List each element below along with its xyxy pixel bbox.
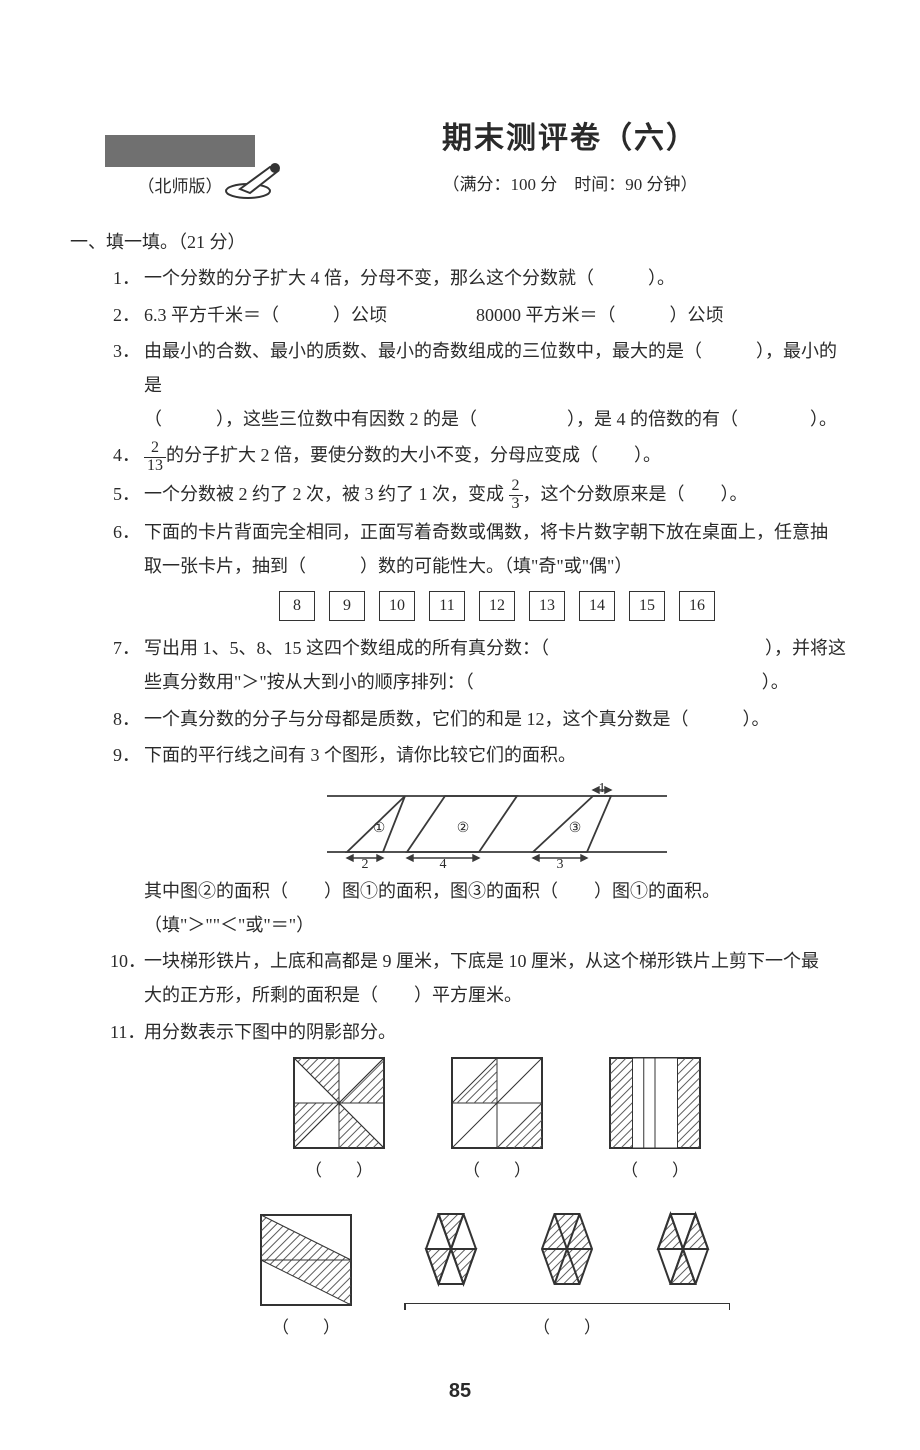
q6-cards: 8 9 10 11 12 13 14 15 16 bbox=[144, 591, 850, 621]
section-1: 一、填一填。（21 分） 1．一个分数的分子扩大 4 倍，分母不变，那么这个分数… bbox=[70, 225, 850, 1344]
q11-row1: （ ） bbox=[144, 1053, 850, 1187]
grade-stamp bbox=[105, 135, 255, 167]
hex-3 bbox=[628, 1199, 738, 1299]
card: 16 bbox=[679, 591, 715, 621]
section-1-heading: 一、填一填。（21 分） bbox=[70, 225, 850, 259]
q11: 11． 用分数表示下图中的阴影部分。 bbox=[110, 1015, 850, 1345]
card: 9 bbox=[329, 591, 365, 621]
header-right: 期末测评卷（六） （满分：100 分 时间：90 分钟） bbox=[290, 110, 850, 201]
svg-text:③: ③ bbox=[569, 821, 582, 836]
q6: 6． 下面的卡片背面完全相同，正面写着奇数或偶数，将卡片数字朝下放在桌面上，任意… bbox=[110, 515, 850, 629]
hex-1 bbox=[396, 1199, 506, 1299]
page-title: 期末测评卷（六） bbox=[290, 110, 850, 167]
page-meta: （满分：100 分 时间：90 分钟） bbox=[290, 169, 850, 201]
q11-row2: （ ） bbox=[144, 1199, 850, 1344]
header: （北师版） 期末测评卷（六） （满分：100 分 时间：90 分钟） bbox=[70, 110, 850, 201]
q11-fig-d: （ ） bbox=[256, 1210, 356, 1344]
card: 11 bbox=[429, 591, 465, 621]
svg-text:①: ① bbox=[373, 821, 386, 836]
page-number: 85 bbox=[70, 1372, 850, 1410]
q1: 1．一个分数的分子扩大 4 倍，分母不变，那么这个分数就（ ）。 bbox=[110, 261, 850, 295]
q2: 2． 6.3 平方千米＝（ ）公顷 80000 平方米＝（ ）公顷 bbox=[110, 298, 850, 332]
q10: 10． 一块梯形铁片，上底和高都是 9 厘米，下底是 10 厘米，从这个梯形铁片… bbox=[110, 944, 850, 1012]
header-left: （北师版） bbox=[70, 135, 290, 201]
svg-text:2: 2 bbox=[362, 857, 369, 870]
q8: 8． 一个真分数的分子与分母都是质数，它们的和是 12，这个真分数是（ ）。 bbox=[110, 702, 850, 736]
q11-fig-hex: （ ） bbox=[396, 1199, 738, 1344]
card: 15 bbox=[629, 591, 665, 621]
q3: 3． 由最小的合数、最小的质数、最小的奇数组成的三位数中，最大的是（ ），最小的… bbox=[110, 334, 850, 437]
frac-2-13: 2 13 bbox=[144, 440, 166, 475]
card: 10 bbox=[379, 591, 415, 621]
q5: 5． 一个分数被 2 约了 2 次，被 3 约了 1 次，变成 2 3 ，这个分… bbox=[110, 477, 850, 513]
card: 13 bbox=[529, 591, 565, 621]
q9: 9． 下面的平行线之间有 3 个图形，请你比较它们的面积。 bbox=[110, 738, 850, 943]
card: 14 bbox=[579, 591, 615, 621]
q7: 7． 写出用 1、5、8、15 这四个数组成的所有真分数：（ ），并将这 些真分… bbox=[110, 631, 850, 699]
q4: 4． 2 13 的分子扩大 2 倍，要使分数的大小不变，分母应变成（ ）。 bbox=[110, 438, 850, 474]
frac-2-3: 2 3 bbox=[509, 478, 523, 513]
card: 12 bbox=[479, 591, 515, 621]
svg-text:②: ② bbox=[457, 821, 470, 836]
q11-fig-b: （ ） bbox=[447, 1053, 547, 1187]
svg-text:3: 3 bbox=[557, 857, 564, 870]
q11-fig-c: （ ） bbox=[605, 1053, 705, 1187]
card: 8 bbox=[279, 591, 315, 621]
svg-text:4: 4 bbox=[440, 857, 447, 870]
hex-2 bbox=[512, 1199, 622, 1299]
q9-figure: ① ② ③ 2 4 3 1 bbox=[144, 778, 850, 870]
q11-fig-a: （ ） bbox=[289, 1053, 389, 1187]
